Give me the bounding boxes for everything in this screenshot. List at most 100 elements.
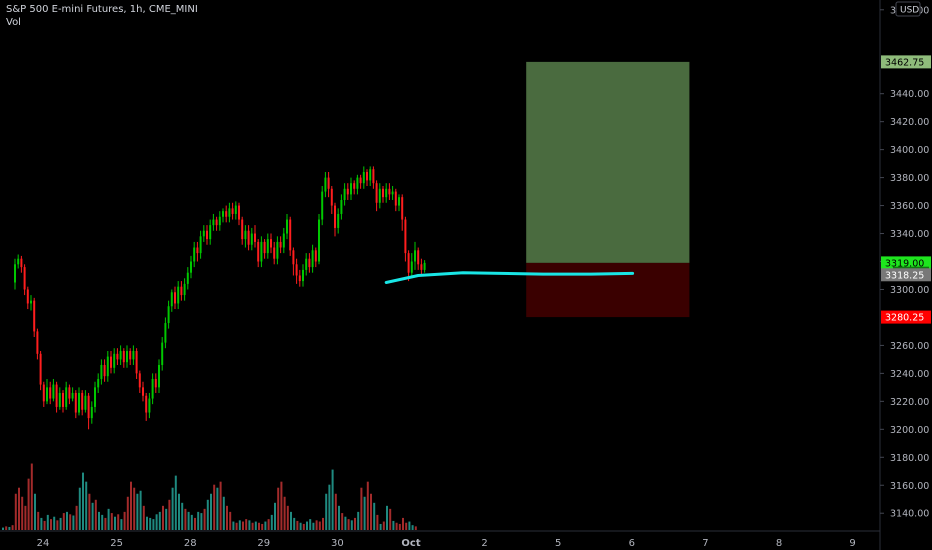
volume-bar — [107, 508, 110, 530]
candle-body — [116, 353, 119, 360]
volume-bar — [242, 521, 244, 530]
volume-bar — [162, 505, 164, 530]
candle-body — [97, 378, 100, 388]
volume-bar — [254, 521, 257, 530]
candle-body — [311, 250, 314, 268]
candle-body — [404, 219, 407, 254]
candle-body — [33, 300, 36, 332]
volume-bar — [283, 496, 286, 530]
candle-body — [279, 241, 282, 248]
candle-body — [110, 356, 112, 368]
volume-bar — [350, 520, 353, 530]
volume-bar — [104, 517, 107, 530]
y-tick-label: 3420.00 — [890, 117, 929, 128]
candle-body — [122, 351, 125, 363]
candle-body — [359, 177, 362, 184]
candle-body — [39, 353, 42, 385]
x-tick-label: 6 — [629, 538, 635, 549]
volume-bar — [174, 475, 177, 530]
currency-box — [895, 1, 921, 17]
candle-body — [55, 384, 58, 407]
volume-bar — [382, 521, 385, 530]
candle-body — [388, 188, 391, 195]
volume-bar — [149, 517, 152, 530]
x-tick-label: 25 — [110, 538, 123, 549]
candle-body — [302, 269, 304, 282]
volume-bar — [312, 522, 315, 530]
candle-body — [343, 188, 346, 200]
candle-body — [87, 395, 90, 419]
candle-body — [337, 213, 340, 228]
volume-bar — [21, 496, 24, 530]
candle-body — [330, 188, 333, 206]
volume-bar — [248, 520, 251, 530]
y-tick-label: 3440.00 — [890, 89, 929, 100]
price-axis[interactable]: 3140.00 3160.00 3180.00 3200.00 3220.00 3240.… — [879, 0, 929, 550]
volume-bar — [190, 514, 193, 530]
volume-bar — [408, 521, 411, 530]
x-tick-label: 2 — [481, 538, 487, 549]
candle-body — [314, 250, 317, 262]
candle-body — [295, 264, 298, 276]
candle-body — [170, 292, 173, 307]
y-tick-label: 3200.00 — [890, 425, 929, 436]
candle-body — [212, 219, 215, 226]
candle-body — [353, 183, 356, 189]
symbol-title[interactable]: S&P 500 E-mini Futures, 1h, CME_MINI — [6, 4, 198, 15]
volume-bar — [402, 517, 404, 530]
volume-bar — [43, 520, 46, 530]
candle-body — [68, 387, 71, 399]
volume-bar — [66, 511, 68, 530]
volume-bar — [274, 502, 276, 530]
volume-bar — [197, 511, 200, 530]
candle-body — [340, 199, 343, 214]
y-tick-label: 3340.00 — [890, 229, 929, 240]
volume-bar — [34, 493, 36, 530]
candle-body — [225, 211, 228, 217]
volume-bar — [411, 525, 414, 530]
candle-body — [46, 387, 48, 402]
candle-body — [369, 169, 372, 181]
y-tick-label: 3380.00 — [890, 173, 929, 184]
candle-body — [266, 239, 269, 254]
candle-body — [250, 233, 253, 245]
volume-bar — [53, 516, 56, 530]
volume-label[interactable]: Vol — [6, 17, 21, 28]
candle-body — [78, 392, 80, 413]
volume-bar — [318, 521, 321, 530]
candle-body — [174, 292, 176, 304]
volume-bar — [302, 523, 305, 530]
candle-body — [257, 241, 260, 262]
volume-bar — [309, 519, 312, 530]
time-axis[interactable]: 24 25 28 29 30 Oct 2 5 6 7 8 9 — [0, 530, 880, 549]
candle-body — [292, 250, 295, 265]
currency-label: USD — [900, 6, 919, 16]
candle-body — [318, 219, 320, 262]
candle-body — [206, 230, 208, 240]
x-tick-label: 7 — [702, 538, 708, 549]
support-line — [384, 271, 635, 284]
candle-body — [113, 353, 116, 368]
trend-line[interactable] — [384, 271, 635, 284]
volume-bar — [405, 522, 408, 530]
candle-body — [158, 364, 160, 388]
volume-bar — [152, 519, 155, 530]
candle-body — [49, 387, 52, 399]
volume-bar — [376, 514, 379, 530]
candle-body — [180, 286, 183, 296]
volume-bar — [91, 502, 94, 530]
candle-body — [321, 191, 324, 220]
position-zones — [526, 61, 690, 318]
volume-bar — [2, 527, 4, 530]
volume-bar — [226, 505, 228, 530]
candle-body — [378, 188, 381, 203]
candle-body — [407, 253, 410, 273]
candle-body — [52, 384, 55, 399]
volume-bar — [331, 469, 334, 530]
candle-body — [167, 306, 170, 324]
volume-bar — [194, 517, 196, 530]
volume-bar — [258, 522, 260, 530]
volume-bar — [136, 493, 139, 530]
